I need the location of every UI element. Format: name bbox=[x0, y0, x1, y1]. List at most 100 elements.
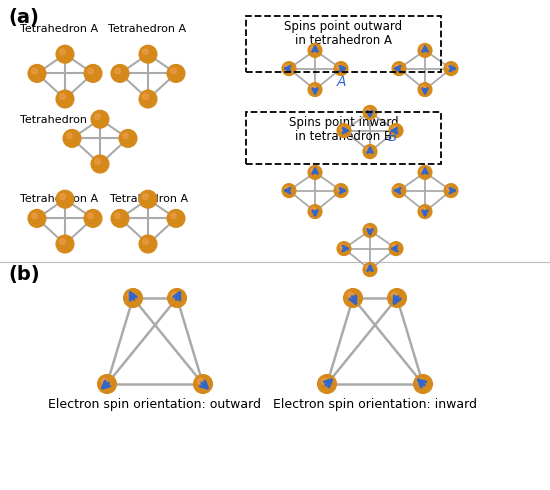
Circle shape bbox=[139, 190, 157, 208]
Circle shape bbox=[59, 239, 65, 245]
Circle shape bbox=[56, 235, 74, 253]
Circle shape bbox=[337, 123, 351, 138]
Circle shape bbox=[418, 205, 432, 219]
Circle shape bbox=[395, 64, 399, 69]
Circle shape bbox=[389, 242, 403, 256]
Circle shape bbox=[392, 184, 406, 197]
Circle shape bbox=[142, 49, 149, 54]
Text: Spins point inward: Spins point inward bbox=[289, 116, 398, 129]
Circle shape bbox=[363, 263, 377, 276]
Circle shape bbox=[447, 64, 452, 69]
Text: Electron spin orientation: inward: Electron spin orientation: inward bbox=[273, 398, 477, 411]
Circle shape bbox=[366, 226, 370, 231]
Circle shape bbox=[114, 68, 120, 74]
Circle shape bbox=[167, 209, 185, 227]
Circle shape bbox=[101, 378, 107, 384]
Circle shape bbox=[444, 184, 458, 197]
Text: in tetrahedron A: in tetrahedron A bbox=[295, 34, 392, 47]
Circle shape bbox=[340, 126, 344, 131]
Circle shape bbox=[395, 186, 399, 191]
Circle shape bbox=[95, 159, 100, 164]
Text: Tetrahedron A: Tetrahedron A bbox=[110, 194, 188, 204]
Circle shape bbox=[392, 62, 406, 75]
Text: Tetrahedron A: Tetrahedron A bbox=[20, 194, 98, 204]
Circle shape bbox=[63, 129, 81, 147]
Circle shape bbox=[119, 129, 137, 147]
Circle shape bbox=[142, 94, 149, 99]
Circle shape bbox=[59, 194, 65, 199]
Circle shape bbox=[421, 46, 425, 50]
Circle shape bbox=[285, 64, 289, 69]
Text: B: B bbox=[388, 130, 398, 144]
Circle shape bbox=[444, 62, 458, 75]
Text: A: A bbox=[337, 75, 346, 89]
Circle shape bbox=[366, 108, 370, 113]
Text: Spins point outward: Spins point outward bbox=[284, 20, 403, 33]
Circle shape bbox=[363, 105, 377, 120]
Circle shape bbox=[170, 68, 177, 74]
Circle shape bbox=[308, 166, 322, 179]
Circle shape bbox=[366, 266, 370, 270]
Circle shape bbox=[418, 44, 432, 57]
Circle shape bbox=[337, 242, 351, 256]
Circle shape bbox=[366, 147, 370, 152]
Circle shape bbox=[170, 213, 177, 219]
Circle shape bbox=[334, 184, 348, 197]
Circle shape bbox=[123, 133, 128, 139]
Circle shape bbox=[414, 374, 432, 393]
Circle shape bbox=[87, 68, 94, 74]
Circle shape bbox=[317, 374, 337, 393]
Circle shape bbox=[56, 90, 74, 108]
Circle shape bbox=[421, 207, 425, 212]
Circle shape bbox=[337, 64, 342, 69]
Circle shape bbox=[308, 44, 322, 57]
Text: in tetrahedron B: in tetrahedron B bbox=[295, 130, 392, 143]
Circle shape bbox=[139, 235, 157, 253]
Circle shape bbox=[114, 213, 120, 219]
Circle shape bbox=[84, 64, 102, 82]
Circle shape bbox=[67, 133, 73, 139]
Circle shape bbox=[95, 114, 100, 120]
Circle shape bbox=[418, 166, 432, 179]
Circle shape bbox=[334, 62, 348, 75]
Circle shape bbox=[111, 64, 129, 82]
Circle shape bbox=[417, 378, 424, 384]
Circle shape bbox=[31, 68, 37, 74]
Circle shape bbox=[282, 184, 296, 197]
Circle shape bbox=[28, 209, 46, 227]
Circle shape bbox=[197, 378, 204, 384]
Text: (a): (a) bbox=[8, 8, 39, 27]
Circle shape bbox=[347, 293, 354, 298]
Circle shape bbox=[28, 64, 46, 82]
Circle shape bbox=[363, 223, 377, 237]
Text: Electron spin orientation: outward: Electron spin orientation: outward bbox=[48, 398, 261, 411]
Circle shape bbox=[111, 209, 129, 227]
Circle shape bbox=[389, 123, 403, 138]
Circle shape bbox=[311, 46, 315, 50]
Circle shape bbox=[337, 186, 342, 191]
Circle shape bbox=[311, 168, 315, 172]
Circle shape bbox=[388, 289, 406, 308]
Circle shape bbox=[31, 213, 37, 219]
Circle shape bbox=[59, 94, 65, 99]
Circle shape bbox=[285, 186, 289, 191]
Circle shape bbox=[282, 62, 296, 75]
Circle shape bbox=[421, 85, 425, 90]
Bar bbox=[246, 112, 441, 164]
Circle shape bbox=[194, 374, 212, 393]
Circle shape bbox=[308, 205, 322, 219]
Circle shape bbox=[418, 83, 432, 97]
Circle shape bbox=[56, 45, 74, 63]
Circle shape bbox=[344, 289, 362, 308]
Text: Tetrahedron B: Tetrahedron B bbox=[20, 115, 98, 125]
Circle shape bbox=[171, 293, 178, 298]
Circle shape bbox=[392, 245, 397, 249]
Circle shape bbox=[91, 110, 109, 128]
Circle shape bbox=[308, 83, 322, 97]
Circle shape bbox=[311, 207, 315, 212]
Circle shape bbox=[91, 155, 109, 173]
Circle shape bbox=[447, 186, 452, 191]
Text: Tetrahedron A: Tetrahedron A bbox=[20, 24, 98, 34]
Text: Tetrahedron A: Tetrahedron A bbox=[108, 24, 186, 34]
Circle shape bbox=[142, 239, 149, 245]
